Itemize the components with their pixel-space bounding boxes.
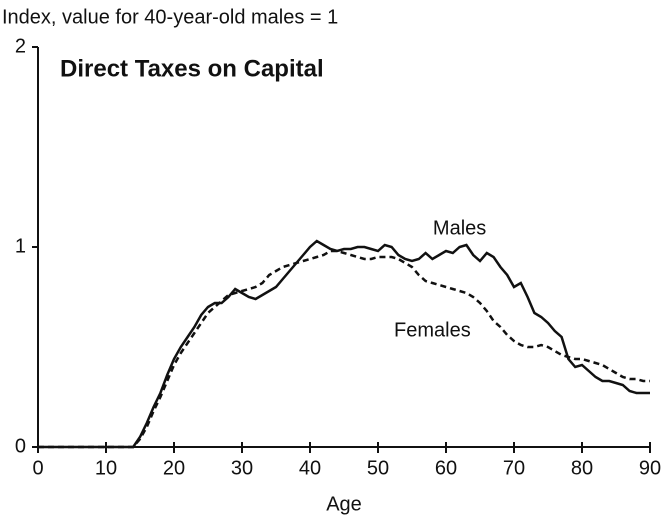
- x-tick-label: 50: [367, 457, 389, 479]
- chart-title: Direct Taxes on Capital: [60, 55, 324, 82]
- x-tick-label: 70: [503, 457, 525, 479]
- x-tick-label: 30: [231, 457, 253, 479]
- y-tick-label: 1: [15, 235, 26, 257]
- series-line: [38, 249, 650, 449]
- x-axis-label: Age: [326, 493, 362, 515]
- y-axis-label: Index, value for 40-year-old males = 1: [2, 6, 338, 28]
- y-tick-label: 2: [15, 35, 26, 57]
- y-tick-label: 0: [15, 435, 26, 457]
- x-tick-label: 90: [639, 457, 661, 479]
- annotation: Females: [394, 319, 471, 341]
- x-tick-label: 10: [95, 457, 117, 479]
- x-tick-label: 20: [163, 457, 185, 479]
- x-tick-label: 60: [435, 457, 457, 479]
- x-tick-label: 0: [32, 457, 43, 479]
- annotation: Males: [433, 217, 486, 239]
- series-line: [38, 239, 650, 449]
- x-tick-label: 40: [299, 457, 321, 479]
- x-tick-label: 80: [571, 457, 593, 479]
